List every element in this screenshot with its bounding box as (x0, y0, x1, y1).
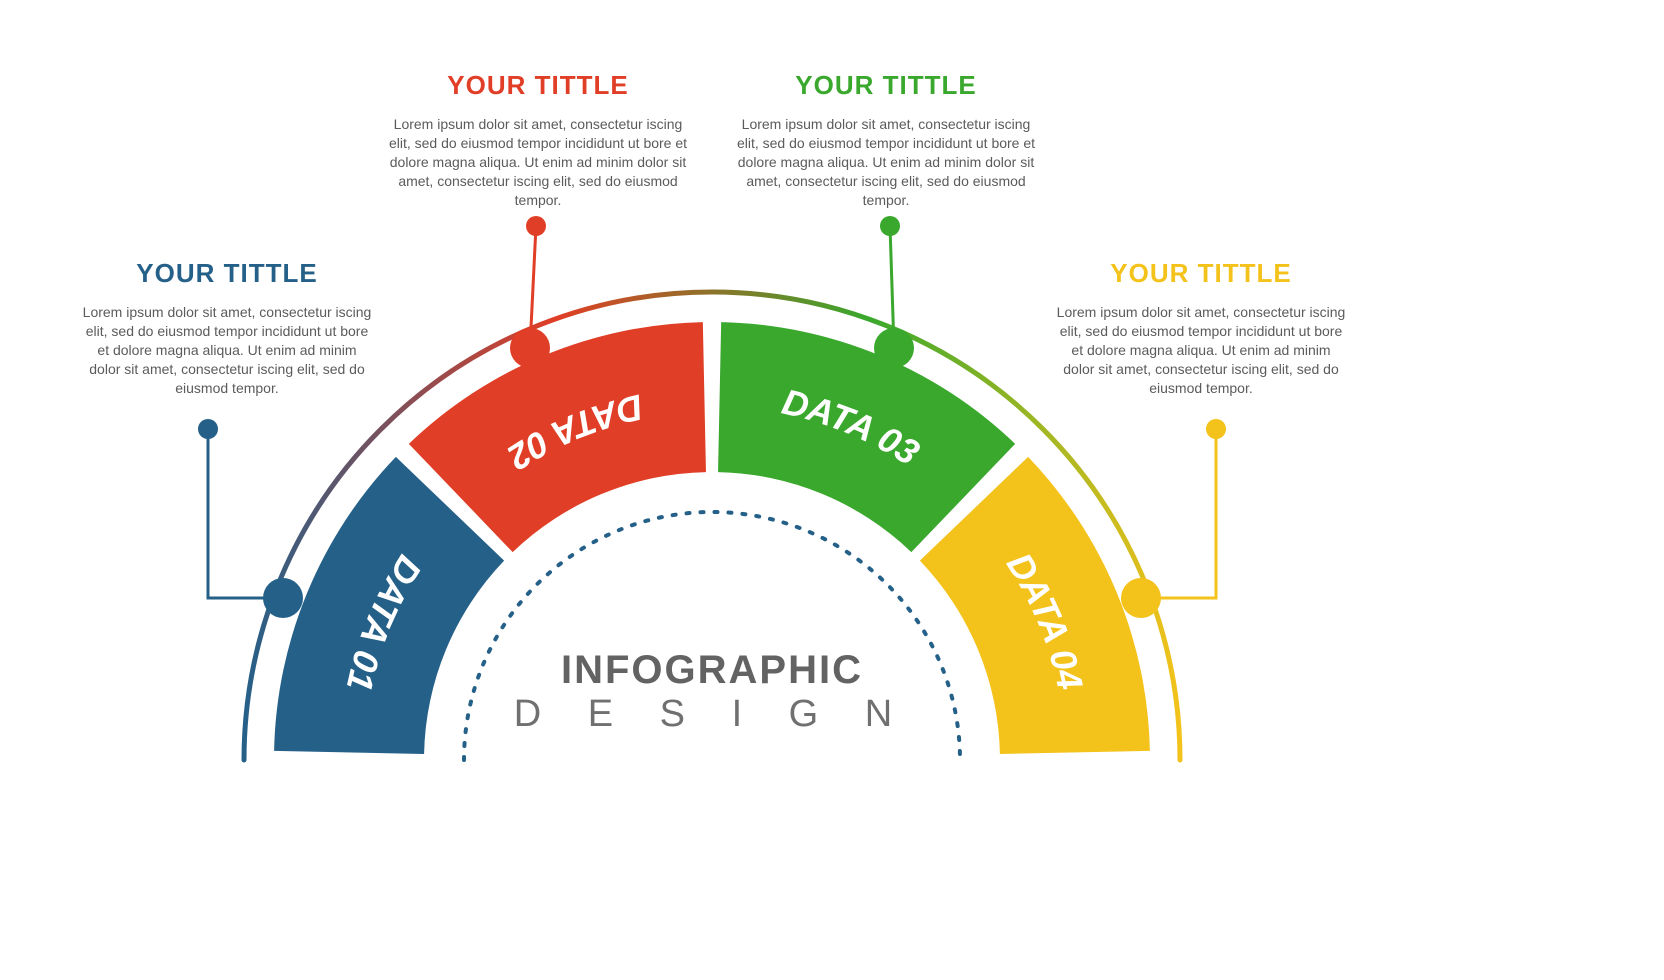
callout-4: YOUR TITTLE Lorem ipsum dolor sit amet, … (1056, 258, 1346, 397)
center-title-line1: INFOGRAPHIC (514, 648, 910, 693)
callout-1-body: Lorem ipsum dolor sit amet, consectetur … (82, 303, 372, 397)
node-big-2 (510, 328, 550, 368)
callout-2-title: YOUR TITTLE (388, 70, 688, 101)
callout-3: YOUR TITTLE Lorem ipsum dolor sit amet, … (736, 70, 1036, 209)
callout-4-title: YOUR TITTLE (1056, 258, 1346, 289)
node-big-1 (263, 578, 303, 618)
callout-2-body: Lorem ipsum dolor sit amet, consectetur … (388, 115, 688, 209)
node-small-1 (198, 419, 218, 439)
node-small-2 (526, 216, 546, 236)
node-big-4 (1121, 578, 1161, 618)
infographic-canvas: { "layout": { "width": 1664, "height": 9… (0, 0, 1664, 980)
callout-1-title: YOUR TITTLE (82, 258, 372, 289)
callout-3-title: YOUR TITTLE (736, 70, 1036, 101)
node-small-4 (1206, 419, 1226, 439)
node-small-3 (880, 216, 900, 236)
center-title-line2: D E S I G N (514, 693, 910, 736)
callout-1: YOUR TITTLE Lorem ipsum dolor sit amet, … (82, 258, 372, 397)
center-title: INFOGRAPHIC D E S I G N (514, 648, 910, 736)
node-big-3 (874, 328, 914, 368)
callout-4-body: Lorem ipsum dolor sit amet, consectetur … (1056, 303, 1346, 397)
callout-2: YOUR TITTLE Lorem ipsum dolor sit amet, … (388, 70, 688, 209)
leader-1 (208, 429, 283, 598)
leader-4 (1141, 429, 1216, 598)
callout-3-body: Lorem ipsum dolor sit amet, consectetur … (736, 115, 1036, 209)
